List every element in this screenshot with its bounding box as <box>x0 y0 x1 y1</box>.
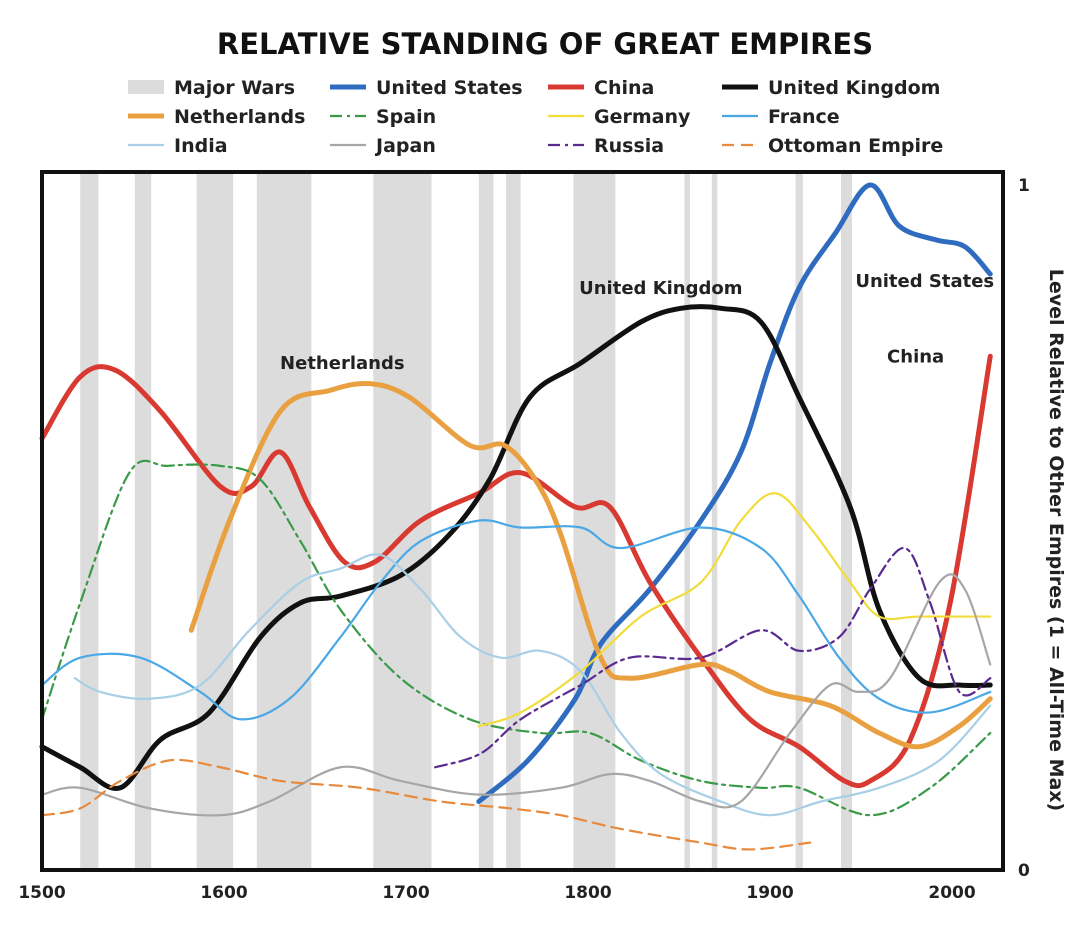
annotation-label: United Kingdom <box>579 278 742 299</box>
y-tick-label: 1 <box>1018 176 1030 196</box>
legend-label: Ottoman Empire <box>768 135 943 157</box>
chart-title: RELATIVE STANDING OF GREAT EMPIRES <box>217 27 873 61</box>
series-line-france <box>40 519 992 721</box>
series-line-germany <box>477 492 992 728</box>
legend-label: Germany <box>594 106 691 128</box>
legend-label: Spain <box>376 106 436 128</box>
war-band <box>256 174 312 868</box>
series-line-japan <box>40 573 992 817</box>
legend-label: France <box>768 106 840 128</box>
legend-label: Netherlands <box>174 106 305 128</box>
legend-label: China <box>594 77 654 99</box>
x-tick-label: 1800 <box>564 883 611 903</box>
axis-ticks: 1500 1600 1700 1800 1900 2000 0 1 <box>18 176 1030 903</box>
series-line-india <box>73 553 992 817</box>
war-band <box>573 174 616 868</box>
annotation-label: United States <box>855 271 994 292</box>
war-band <box>80 174 99 868</box>
series-line-netherlands <box>188 380 993 750</box>
y-tick-label: 0 <box>1018 861 1030 881</box>
war-band <box>841 174 852 868</box>
legend: Major Wars United States China United Kingd… <box>128 77 943 157</box>
series-line-spain <box>40 459 992 817</box>
war-band <box>711 174 718 868</box>
war-band <box>684 174 690 868</box>
war-band <box>795 174 803 868</box>
series-line-united-states <box>476 182 993 804</box>
legend-label: Japan <box>374 135 436 157</box>
war-band <box>134 174 152 868</box>
series-line-russia <box>434 546 992 769</box>
x-tick-label: 1500 <box>18 883 65 903</box>
plot-frame <box>40 170 1005 872</box>
x-tick-label: 1900 <box>746 883 793 903</box>
legend-label: Major Wars <box>174 77 295 99</box>
annotations: Netherlands United Kingdom United States Ch… <box>280 271 994 374</box>
legend-swatch-major-wars <box>128 80 164 94</box>
war-band <box>506 174 521 868</box>
x-tick-label: 2000 <box>928 883 975 903</box>
y-axis-label: Level Relative to Other Empires (1 = All… <box>1045 269 1067 812</box>
x-tick-label: 1600 <box>200 883 247 903</box>
series-lines <box>39 182 993 851</box>
x-tick-label: 1700 <box>382 883 429 903</box>
war-bands <box>80 174 852 868</box>
series-line-ottoman-empire <box>40 758 812 851</box>
series-line-china <box>39 353 993 789</box>
legend-label: United States <box>376 77 523 99</box>
annotation-label: China <box>887 346 944 367</box>
series-line-united-kingdom <box>39 304 993 791</box>
legend-label: Russia <box>594 135 664 157</box>
annotation-label: Netherlands <box>280 353 405 374</box>
legend-label: India <box>174 135 228 157</box>
legend-label: United Kingdom <box>768 77 940 99</box>
